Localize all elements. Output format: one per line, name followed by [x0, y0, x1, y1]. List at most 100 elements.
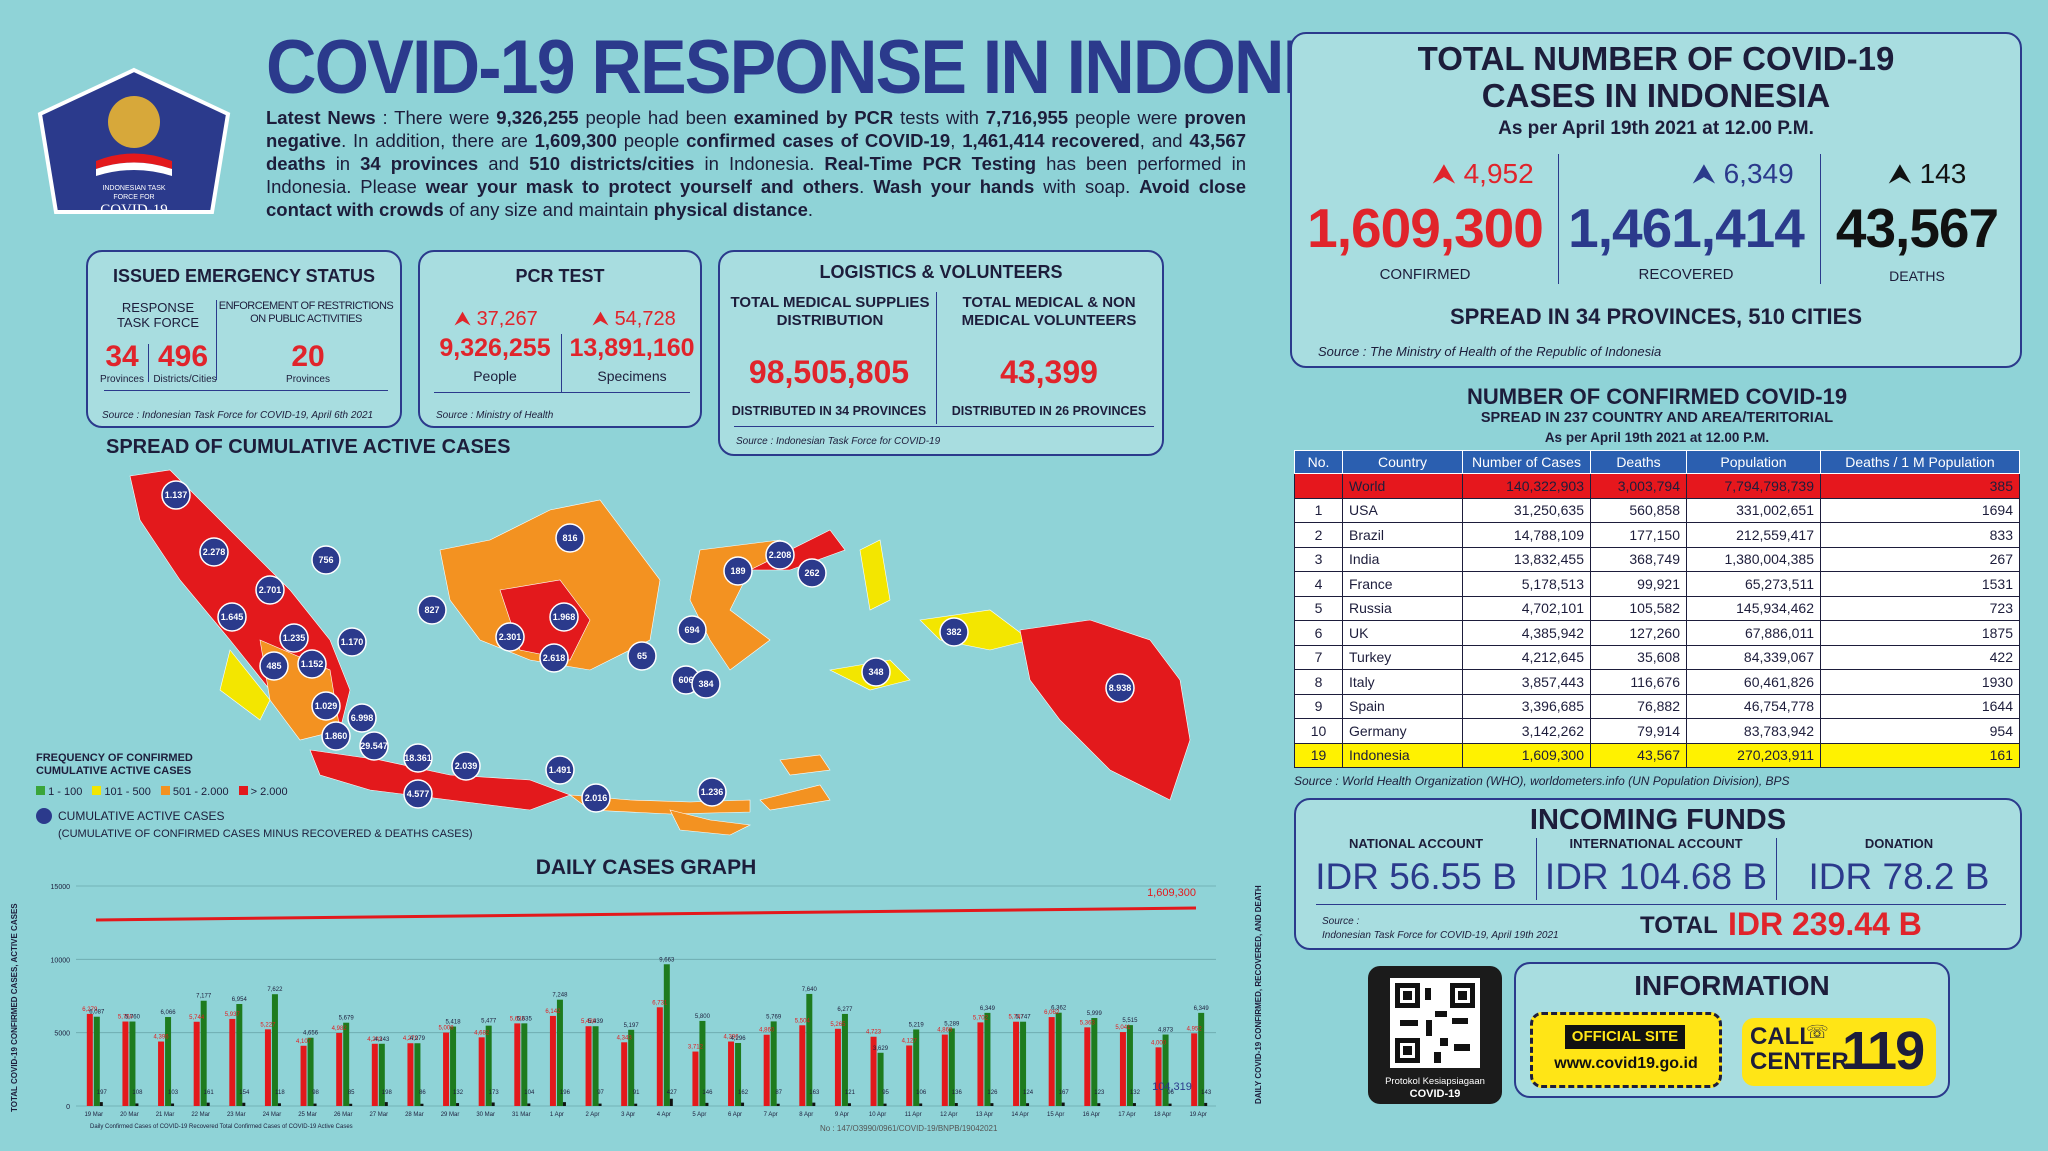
table-cell: 19	[1294, 742, 1343, 768]
total-cases-panel: TOTAL NUMBER OF COVID-19 CASES IN INDONE…	[1290, 32, 2022, 368]
confirmed-bar	[728, 1041, 735, 1106]
map-marker-label: 29.547	[360, 741, 388, 751]
world-asof: As per April 19th 2021 at 12.00 P.M.	[1544, 430, 1770, 445]
funds-total-label: TOTAL	[1640, 912, 1718, 939]
x-tick-label: 13 Apr	[976, 1112, 993, 1118]
qr-code-card[interactable]: Protokol Kesiapsiagaan COVID-19	[1368, 966, 1502, 1104]
col-cases: Number of Cases	[1462, 450, 1591, 474]
map-marker: 1.236	[697, 777, 727, 807]
map-marker: 384	[691, 669, 721, 699]
deaths-value-label: 162	[738, 1090, 749, 1096]
official-site-button[interactable]: OFFICIAL SITE www.covid19.go.id	[1530, 1012, 1722, 1088]
recovered-bar	[806, 993, 813, 1106]
recovered-bar	[414, 1043, 421, 1106]
confirmed-value-label: 4,982	[332, 1026, 348, 1032]
recovered-value-label: 5,760	[125, 1015, 141, 1021]
table-cell: 1875	[1820, 620, 2020, 646]
deaths-bar	[206, 1102, 210, 1106]
table-cell: Russia	[1342, 595, 1463, 621]
map-marker-label: 1.170	[341, 637, 364, 647]
information-panel: INFORMATION OFFICIAL SITE www.covid19.go…	[1514, 962, 1950, 1098]
national-label: NATIONAL ACCOUNT	[1348, 836, 1484, 851]
deaths-value-label: 163	[809, 1090, 820, 1096]
map-marker: 65	[627, 641, 657, 671]
table-cell: 368,749	[1590, 546, 1687, 572]
recovered-bar	[521, 1023, 528, 1106]
deaths-bar	[135, 1103, 139, 1106]
deaths-bar	[598, 1103, 602, 1106]
emergency-status-panel: ISSUED EMERGENCY STATUS RESPONSE TASK FO…	[86, 250, 402, 428]
confirmed-value-label: 6,142	[545, 1009, 561, 1015]
confirmed-value-label: 4,107	[296, 1039, 312, 1045]
table-cell: Spain	[1342, 693, 1463, 719]
map-marker: 8.938	[1105, 673, 1135, 703]
confirmed-value-label: 4,952	[1187, 1026, 1203, 1032]
map-marker-label: 1.152	[301, 659, 324, 669]
pcr-source: Source : Ministry of Health	[436, 410, 554, 421]
confirmed-bar	[870, 1036, 877, 1106]
recovered-bar	[450, 1026, 457, 1106]
confirmed-bar	[86, 1013, 93, 1106]
table-cell: 422	[1820, 644, 2020, 670]
map-marker: 816	[555, 523, 585, 553]
deaths-value-label: 136	[952, 1090, 963, 1096]
map-marker: 1.029	[311, 691, 341, 721]
confirmed-label: CONFIRMED	[1379, 266, 1471, 283]
confirmed-value-label: 4,396	[154, 1035, 170, 1041]
table-cell: Indonesia	[1342, 742, 1463, 768]
logistics-source: Source : Indonesian Task Force for COVID…	[736, 436, 941, 447]
recovered-bar	[841, 1013, 848, 1106]
legend-title-line1: FREQUENCY OF CONFIRMED	[36, 752, 193, 764]
logo-line3: COVID-19	[100, 202, 168, 218]
table-cell: 43,567	[1590, 742, 1687, 768]
map-marker-label: 18.361	[404, 753, 432, 763]
specimens-label: Specimens	[597, 368, 667, 384]
map-marker: 1.645	[217, 602, 247, 632]
confirmed-bar	[336, 1032, 343, 1106]
table-cell: 14,788,109	[1462, 522, 1591, 548]
confirmed-bar	[514, 1023, 521, 1106]
table-cell: 145,934,462	[1686, 595, 1821, 621]
qr-label1: Protokol Kesiapsiagaan	[1385, 1076, 1485, 1087]
volunteers-label: TOTAL MEDICAL & NON MEDICAL VOLUNTEERS	[961, 294, 1137, 329]
logo-line2: FORCE FOR	[113, 194, 155, 201]
recovered-value-label: 5,999	[1087, 1011, 1103, 1017]
incoming-funds-panel: INCOMING FUNDS NATIONAL ACCOUNT INTERNAT…	[1294, 798, 2022, 950]
legend-item: 101 - 500	[92, 786, 151, 798]
confirmed-value-label: 4,127	[902, 1038, 918, 1044]
funds-source2: Indonesian Task Force for COVID-19, Apri…	[1322, 930, 1559, 941]
deaths-bar	[491, 1102, 495, 1106]
map-marker-label: 382	[946, 627, 961, 637]
x-tick-label: 12 Apr	[940, 1112, 957, 1118]
recovered-bar	[663, 964, 670, 1106]
call-center-button[interactable]: CALL CENTER ☏ 119	[1742, 1018, 1936, 1086]
map-marker-label: 606	[678, 675, 693, 685]
x-tick-label: 9 Apr	[835, 1112, 849, 1118]
task-force-districts: 496	[157, 340, 209, 373]
recovered-value-label: 9,663	[659, 957, 675, 963]
people-label: People	[473, 368, 517, 384]
table-cell: 35,608	[1590, 644, 1687, 670]
table-cell: 177,150	[1590, 522, 1687, 548]
deaths-value-label: 173	[489, 1090, 500, 1096]
recovered-bar	[948, 1028, 955, 1106]
active-cases-label: 104,319	[1152, 1081, 1192, 1093]
deaths-value-label: 132	[453, 1090, 464, 1096]
table-cell: 1644	[1820, 693, 2020, 719]
deaths-increase: ⮝ 143	[1888, 158, 1967, 189]
recovered-bar	[699, 1020, 706, 1106]
deaths-bar	[990, 1103, 994, 1106]
confirmed-bar	[906, 1045, 913, 1106]
confirmed-increase: ⮝ 4,952	[1432, 158, 1534, 189]
map-marker: 1.137	[161, 480, 191, 510]
table-cell: 1531	[1820, 571, 2020, 597]
table-cell: 13,832,455	[1462, 546, 1591, 572]
confirmed-value-label: 5,744	[189, 1015, 205, 1021]
official-site-url[interactable]: www.covid19.go.id	[1554, 1055, 1698, 1072]
confirmed-bar	[229, 1018, 236, 1106]
recovered-bar	[485, 1025, 492, 1106]
y-tick-label: 15000	[51, 884, 71, 891]
x-tick-label: 10 Apr	[869, 1112, 886, 1118]
x-tick-label: 2 Apr	[586, 1112, 600, 1118]
